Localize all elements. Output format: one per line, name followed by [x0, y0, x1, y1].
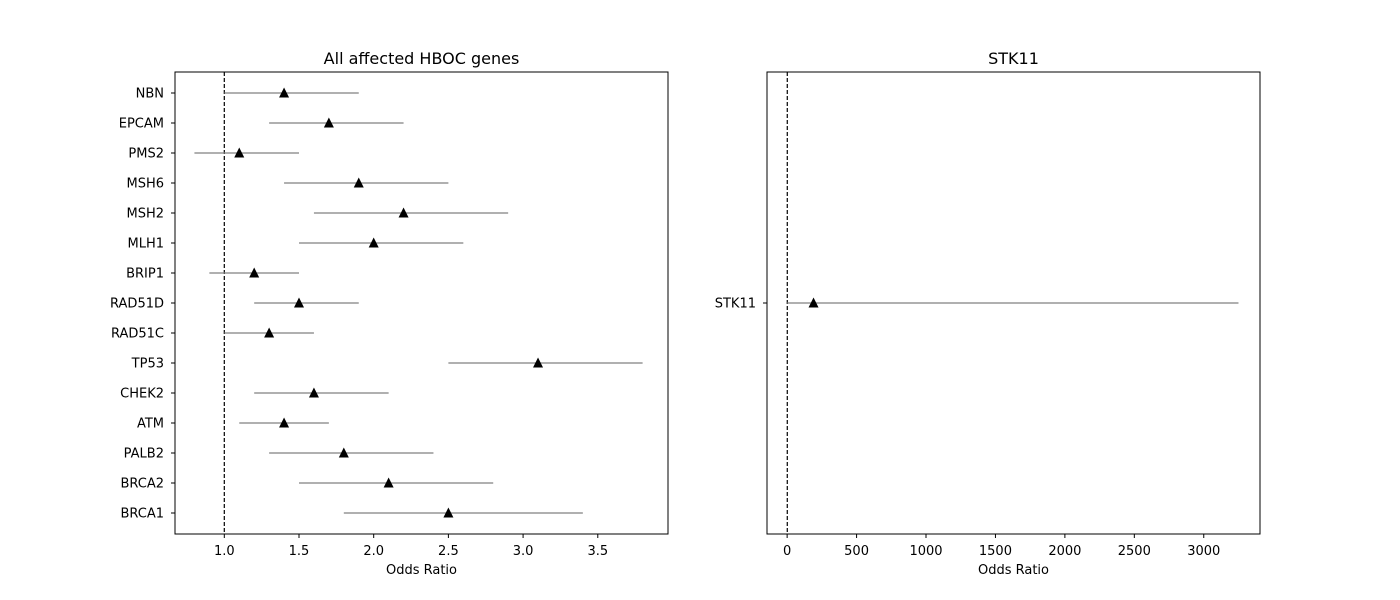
- odds-ratio-marker-tp53: [533, 357, 544, 368]
- y-tick-label-rad51d: RAD51D: [110, 297, 164, 312]
- odds-ratio-marker-atm: [279, 417, 290, 428]
- y-tick-label-rad51c: RAD51C: [111, 327, 164, 342]
- x-tick-label: 1000: [909, 544, 942, 559]
- odds-ratio-marker-nbn: [279, 87, 290, 98]
- odds-ratio-marker-brca2: [383, 477, 394, 488]
- x-axis-label: Odds Ratio: [978, 563, 1049, 578]
- odds-ratio-marker-pms2: [234, 147, 245, 158]
- odds-ratio-marker-mlh1: [368, 237, 379, 248]
- y-tick-label-epcam: EPCAM: [119, 117, 164, 132]
- chart-title: All affected HBOC genes: [324, 49, 520, 68]
- odds-ratio-marker-palb2: [338, 447, 349, 458]
- odds-ratio-marker-brca1: [443, 507, 454, 518]
- y-tick-label-stk11: STK11: [715, 297, 756, 312]
- x-tick-label: 500: [844, 544, 869, 559]
- x-tick-label: 3.0: [513, 544, 534, 559]
- odds-ratio-marker-chek2: [308, 387, 319, 398]
- x-tick-label: 1.5: [289, 544, 310, 559]
- odds-ratio-marker-rad51c: [264, 327, 275, 338]
- y-tick-label-brca2: BRCA2: [120, 477, 164, 492]
- x-tick-label: 2.5: [438, 544, 459, 559]
- chart-panel-2: STK11 STK11 0 500 1000 1500 2000 2500 3000 Odds R…: [715, 49, 1261, 578]
- x-tick-label: 1.0: [214, 544, 235, 559]
- odds-ratio-marker-stk11: [808, 297, 819, 308]
- x-tick-label: 3.5: [587, 544, 608, 559]
- odds-ratio-marker-brip1: [249, 267, 260, 278]
- y-tick-label-msh6: MSH6: [126, 177, 164, 192]
- axes-frame: [174, 71, 669, 535]
- x-tick-label: 1500: [979, 544, 1012, 559]
- axes-frame: [766, 71, 1261, 535]
- x-tick-label: 2500: [1118, 544, 1151, 559]
- odds-ratio-marker-rad51d: [293, 297, 304, 308]
- x-tick-label: 3000: [1187, 544, 1220, 559]
- y-tick-label-chek2: CHEK2: [120, 387, 164, 402]
- x-axis-label: Odds Ratio: [386, 563, 457, 578]
- y-tick-label-tp53: TP53: [131, 357, 164, 372]
- y-tick-label-brca1: BRCA1: [120, 507, 164, 522]
- x-tick-label: 0: [783, 544, 791, 559]
- y-tick-label-palb2: PALB2: [124, 447, 164, 462]
- y-tick-label-pms2: PMS2: [128, 147, 164, 162]
- chart-panel-1: All affected HBOC genes BRCA1 BRCA2 PALB2 AT…: [110, 49, 669, 578]
- y-tick-label-brip1: BRIP1: [126, 267, 164, 282]
- odds-ratio-marker-msh6: [353, 177, 364, 188]
- odds-ratio-marker-epcam: [323, 117, 334, 128]
- x-tick-label: 2.0: [363, 544, 384, 559]
- chart-title: STK11: [988, 49, 1039, 68]
- y-tick-label-nbn: NBN: [136, 87, 164, 102]
- y-tick-label-mlh1: MLH1: [127, 237, 164, 252]
- y-tick-label-atm: ATM: [137, 417, 164, 432]
- odds-ratio-marker-msh2: [398, 207, 409, 218]
- x-tick-label: 2000: [1048, 544, 1081, 559]
- y-tick-label-msh2: MSH2: [126, 207, 164, 222]
